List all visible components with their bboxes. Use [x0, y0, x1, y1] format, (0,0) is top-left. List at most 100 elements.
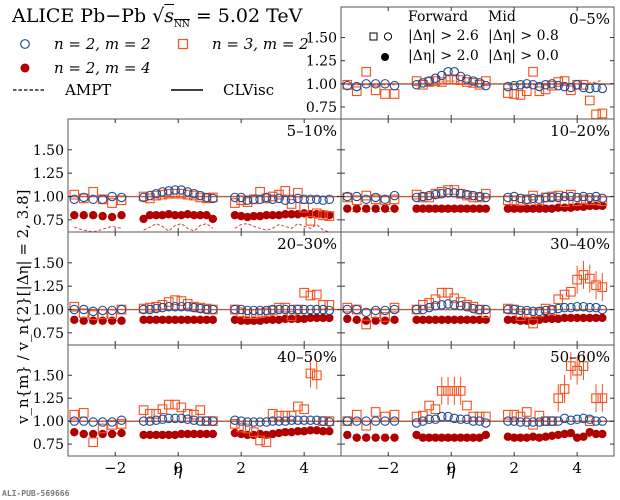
centrality-label: 40–50% [277, 348, 337, 366]
point-n3m2 [261, 437, 272, 448]
point-n2m2 [176, 301, 187, 312]
legend-item-n2m4: n = 2, m = 4 [18, 59, 151, 77]
ampt-line [143, 223, 214, 232]
point-n2m2 [540, 80, 551, 90]
point-n2m4 [380, 204, 390, 213]
panel-5-10-: 5–10% [67, 118, 342, 233]
point-n3m2 [521, 407, 532, 417]
x-tick-label: 2 [509, 459, 519, 477]
point-n2m4 [412, 204, 421, 213]
point-n2m2 [88, 194, 98, 205]
point-n3m2 [528, 318, 538, 329]
point-n2m4 [249, 211, 258, 221]
point-n2m2 [293, 415, 303, 425]
point-n2m2 [318, 195, 328, 205]
title-s-letter: s [164, 5, 175, 27]
point-n2m4 [70, 315, 79, 324]
point-n2m4 [98, 316, 107, 325]
point-n3m2 [468, 411, 479, 422]
point-n2m4 [79, 429, 88, 439]
point-n2m4 [139, 214, 148, 224]
point-n2m2 [351, 191, 362, 202]
point-n2m2 [547, 192, 557, 203]
point-n2m2 [591, 302, 601, 313]
point-n3m2 [449, 293, 460, 304]
point-n3m2 [443, 287, 453, 298]
point-n2m4 [535, 204, 544, 213]
point-n2m4 [462, 204, 472, 213]
point-n2m2 [468, 416, 478, 426]
point-n2m2 [97, 305, 108, 316]
point-n2m4 [566, 428, 576, 438]
point-n3m2 [107, 198, 117, 208]
panel-plot-area [341, 352, 614, 442]
point-n3m2 [380, 411, 390, 422]
point-n3m2 [597, 282, 608, 292]
point-n2m4 [481, 204, 491, 213]
point-n2m4 [274, 428, 284, 438]
point-n2m2 [261, 305, 272, 316]
point-n2m4 [469, 204, 478, 213]
point-n2m4 [158, 430, 167, 440]
point-n2m2 [578, 191, 589, 202]
point-n3m2 [455, 297, 466, 307]
point-n3m2 [430, 76, 441, 86]
point-n2m4 [412, 430, 421, 440]
point-n2m2 [455, 188, 466, 199]
point-n2m2 [566, 82, 576, 93]
point-n2m2 [170, 413, 180, 424]
point-n2m4 [268, 429, 277, 439]
point-n2m2 [286, 194, 297, 205]
point-n3m2 [69, 301, 80, 312]
point-n2m2 [443, 411, 453, 422]
point-n3m2 [236, 195, 247, 206]
point-n3m2 [380, 312, 390, 322]
point-n2m4 [170, 315, 180, 324]
point-n2m2 [389, 80, 400, 91]
point-n3m2 [299, 287, 310, 298]
point-n2m4 [177, 210, 186, 220]
point-n2m2 [559, 81, 570, 92]
point-n2m2 [151, 415, 161, 425]
y-tick-label: 1.00 [33, 303, 64, 319]
point-n2m4 [475, 433, 484, 442]
point-n3m2 [449, 74, 460, 85]
point-n2m2 [418, 304, 428, 315]
point-n2m4 [79, 316, 88, 325]
point-n2m4 [456, 204, 465, 213]
point-n2m4 [88, 210, 98, 220]
point-n2m4 [481, 315, 491, 324]
open-square-icon [177, 38, 189, 50]
y-tick-label: 1.25 [33, 279, 64, 295]
point-n3m2 [116, 419, 127, 429]
point-n2m2 [151, 303, 161, 314]
panel-40-50-: 40–50% [67, 344, 342, 457]
point-n2m4 [170, 430, 180, 440]
point-n3m2 [311, 289, 322, 300]
point-n2m4 [170, 210, 180, 220]
panel-plot-area [341, 185, 614, 213]
point-n2m2 [547, 79, 557, 89]
point-n2m2 [305, 194, 316, 205]
point-n3m2 [572, 196, 583, 207]
point-n2m4 [189, 210, 199, 220]
point-n2m2 [208, 304, 218, 315]
point-n3m2 [318, 299, 328, 310]
point-n2m4 [183, 210, 192, 219]
point-n2m2 [566, 415, 576, 425]
point-n2m2 [474, 78, 485, 88]
point-n2m4 [318, 427, 328, 436]
point-n2m4 [158, 210, 167, 220]
title-text: ALICE Pb−Pb [12, 5, 153, 27]
gap-forward-1: |Δη| > 2.6 [408, 28, 479, 44]
point-n3m2 [528, 419, 538, 430]
point-n2m2 [380, 305, 390, 316]
point-n2m4 [70, 427, 79, 437]
point-n2m4 [202, 429, 211, 439]
point-n3m2 [280, 186, 291, 196]
point-n2m4 [287, 314, 296, 324]
point-n3m2 [389, 89, 400, 99]
point-n2m2 [274, 416, 284, 426]
point-n2m4 [208, 214, 218, 224]
point-n2m2 [230, 192, 240, 203]
